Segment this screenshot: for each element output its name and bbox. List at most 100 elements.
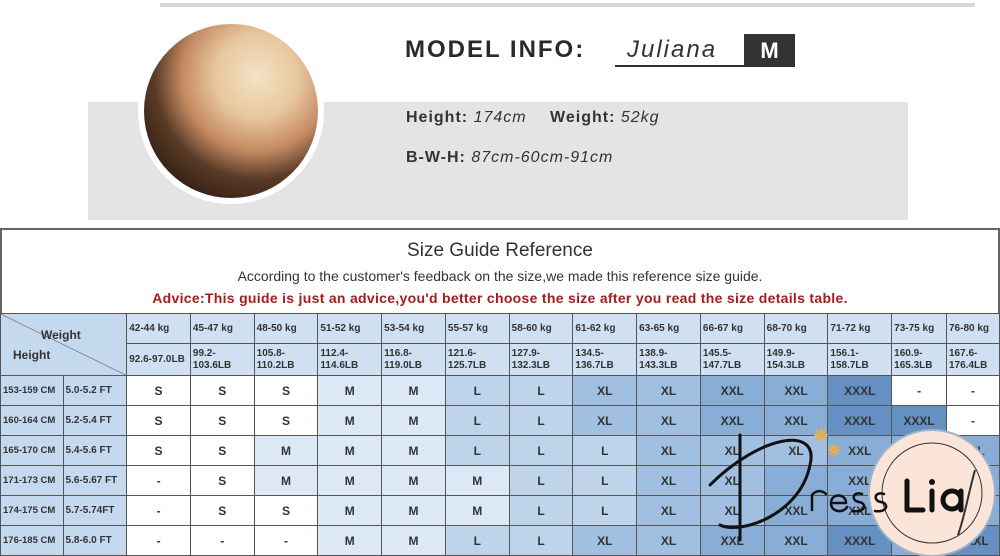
size-cell: M (317, 465, 383, 496)
size-cell: - (189, 525, 255, 556)
size-cell: S (189, 375, 255, 406)
size-cell: XL (636, 405, 701, 436)
size-cell: L (508, 525, 574, 556)
size-cell: - (126, 525, 191, 556)
size-cell: S (126, 435, 191, 466)
weight-lb-header: 134.5-136.7LB (572, 343, 638, 376)
weight-label: Weight: (550, 109, 616, 126)
size-cell: L (508, 435, 574, 466)
weight-lb-header: 105.8-110.2LB (253, 343, 319, 376)
bwh-label: B-W-H: (406, 149, 466, 166)
size-cell: M (444, 465, 510, 496)
size-cell: XL (636, 465, 701, 496)
height-value: 174cm (473, 109, 527, 126)
height-ft: 5.2-5.4 FT (62, 405, 128, 436)
weight-lb-header: 138.9-143.3LB (636, 343, 701, 376)
size-cell: M (381, 525, 446, 556)
size-cell: S (126, 375, 191, 406)
height-cm: 171-173 CM (0, 465, 64, 496)
size-cell: XXXL (827, 375, 893, 406)
weight-kg-header: 63-65 kg (636, 313, 701, 344)
weight-kg-header: 45-47 kg (189, 313, 255, 344)
size-cell: XL (636, 375, 701, 406)
table-corner: Weight Height (0, 313, 128, 376)
size-cell: L (508, 405, 574, 436)
size-cell: - (126, 465, 191, 496)
size-cell: XXXL (827, 525, 893, 556)
size-cell: - (946, 375, 1000, 406)
size-cell: S (189, 495, 255, 526)
size-cell: S (189, 465, 255, 496)
size-cell: S (189, 405, 255, 436)
weight-kg-header: 76-80 kg (946, 313, 1000, 344)
weight-lb-header: 112.4-114.6LB (317, 343, 383, 376)
weight-kg-header: 53-54 kg (381, 313, 446, 344)
size-cell: M (381, 405, 446, 436)
height-ft: 5.8-6.0 FT (62, 525, 128, 556)
corner-height: Height (13, 348, 51, 362)
size-cell: L (444, 405, 510, 436)
weight-value: 52kg (620, 109, 660, 126)
model-size-badge: M (744, 34, 795, 67)
weight-lb-header: 156.1-158.7LB (827, 343, 893, 376)
size-cell: M (317, 435, 383, 466)
weight-kg-header: 51-52 kg (317, 313, 383, 344)
size-cell: XL (572, 525, 638, 556)
size-guide: Size Guide Reference According to the cu… (0, 228, 1000, 556)
top-divider (160, 3, 975, 7)
table-row: 153-159 CM 5.0-5.2 FT S S S M M L L XL XL XXL XXL XXX… (0, 375, 1000, 406)
size-cell: L (444, 435, 510, 466)
weight-kg-header: 61-62 kg (572, 313, 638, 344)
size-cell: S (126, 405, 191, 436)
weight-kg-header: 42-44 kg (126, 313, 191, 344)
table-row: 160-164 CM 5.2-5.4 FT S S S M M L L XL XL XXL XXL XXX… (0, 405, 1000, 436)
weight-kg-header: 66-67 kg (699, 313, 765, 344)
size-cell: M (317, 405, 383, 436)
corner-weight: Weight (41, 328, 81, 342)
bwh-value: 87cm-60cm-91cm (471, 149, 614, 166)
dresslia-logo (708, 428, 996, 556)
weight-lb-header: 92.6-97.0LB (126, 343, 191, 376)
size-cell: XXL (763, 375, 829, 406)
size-cell: L (572, 495, 638, 526)
model-bwh: B-W-H: 87cm-60cm-91cm (406, 149, 631, 167)
size-cell: M (317, 525, 383, 556)
size-cell: S (253, 405, 319, 436)
weight-lb-header: 99.2-103.6LB (189, 343, 255, 376)
size-cell: M (444, 495, 510, 526)
model-name-field: Juliana M (615, 34, 795, 67)
size-cell: XL (572, 375, 638, 406)
weight-kg-header: 73-75 kg (891, 313, 947, 344)
height-ft: 5.7-5.74FT (62, 495, 128, 526)
size-table: Weight Height 42-44 kg 45-47 kg 48-50 kg 51… (0, 313, 1000, 556)
size-cell: - (891, 375, 947, 406)
size-cell: S (253, 495, 319, 526)
size-cell: XL (636, 495, 701, 526)
weight-kg-header: 68-70 kg (763, 313, 829, 344)
size-cell: S (253, 375, 319, 406)
weight-kg-header: 58-60 kg (508, 313, 574, 344)
height-ft: 5.6-5.67 FT (62, 465, 128, 496)
height-label: Height: (406, 109, 469, 126)
size-cell: L (444, 525, 510, 556)
model-name: Juliana (627, 36, 718, 63)
size-cell: XXXL (827, 405, 893, 436)
size-cell: XXL (699, 375, 765, 406)
size-cell: M (317, 495, 383, 526)
size-cell: - (253, 525, 319, 556)
height-cm: 176-185 CM (0, 525, 64, 556)
height-ft: 5.0-5.2 FT (62, 375, 128, 406)
weight-kg-header: 55-57 kg (444, 313, 510, 344)
size-cell: L (572, 435, 638, 466)
size-cell: - (126, 495, 191, 526)
height-cm: 160-164 CM (0, 405, 64, 436)
height-ft: 5.4-5.6 FT (62, 435, 128, 466)
guide-title: Size Guide Reference (407, 240, 593, 261)
weight-lb-header: 121.6-125.7LB (444, 343, 510, 376)
weight-lb-header: 116.8-119.0LB (381, 343, 446, 376)
size-cell: L (508, 495, 574, 526)
weight-kg-header: 48-50 kg (253, 313, 319, 344)
model-photo (138, 18, 324, 204)
size-cell: L (444, 375, 510, 406)
size-cell: M (381, 435, 446, 466)
